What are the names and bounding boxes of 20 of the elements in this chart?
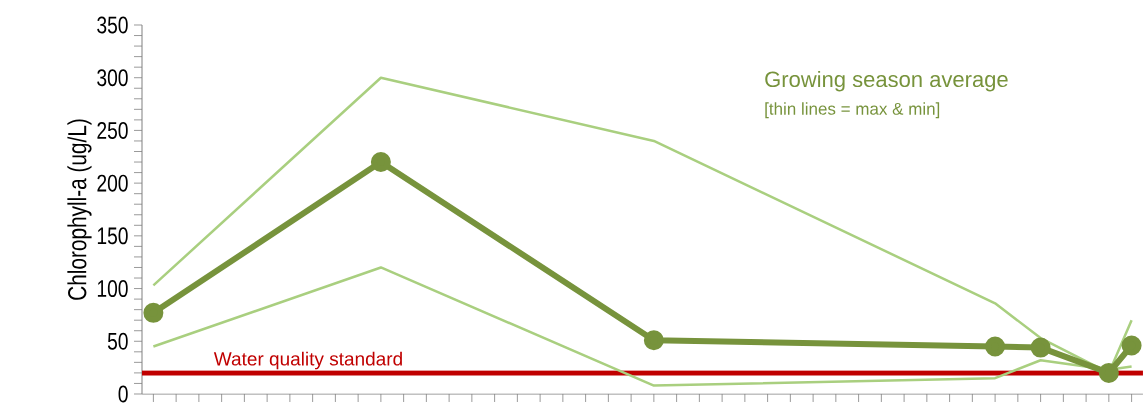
ref-line-label: Water quality standard [213, 351, 402, 370]
point [1098, 362, 1119, 383]
point [143, 302, 164, 323]
point [370, 152, 391, 173]
point [1121, 335, 1142, 356]
point [985, 336, 1006, 357]
y-tick-label: 50 [107, 332, 128, 350]
y-axis-title: Chlorophyll-a (ug/L) [67, 119, 92, 300]
y-tick-label: 350 [97, 16, 128, 34]
annotation: Growing season average [765, 70, 1008, 92]
annotation: [thin lines = max & min] [765, 102, 940, 119]
y-tick-label: 300 [97, 69, 128, 87]
point [1030, 337, 1051, 358]
point [643, 330, 664, 351]
y-tick-label: 200 [97, 174, 128, 192]
y-tick-label: 0 [118, 385, 128, 403]
y-tick-label: 150 [97, 227, 128, 245]
y-tick-label: 250 [97, 121, 128, 139]
line-series [152, 266, 1133, 387]
y-tick-label: 100 [97, 280, 128, 298]
